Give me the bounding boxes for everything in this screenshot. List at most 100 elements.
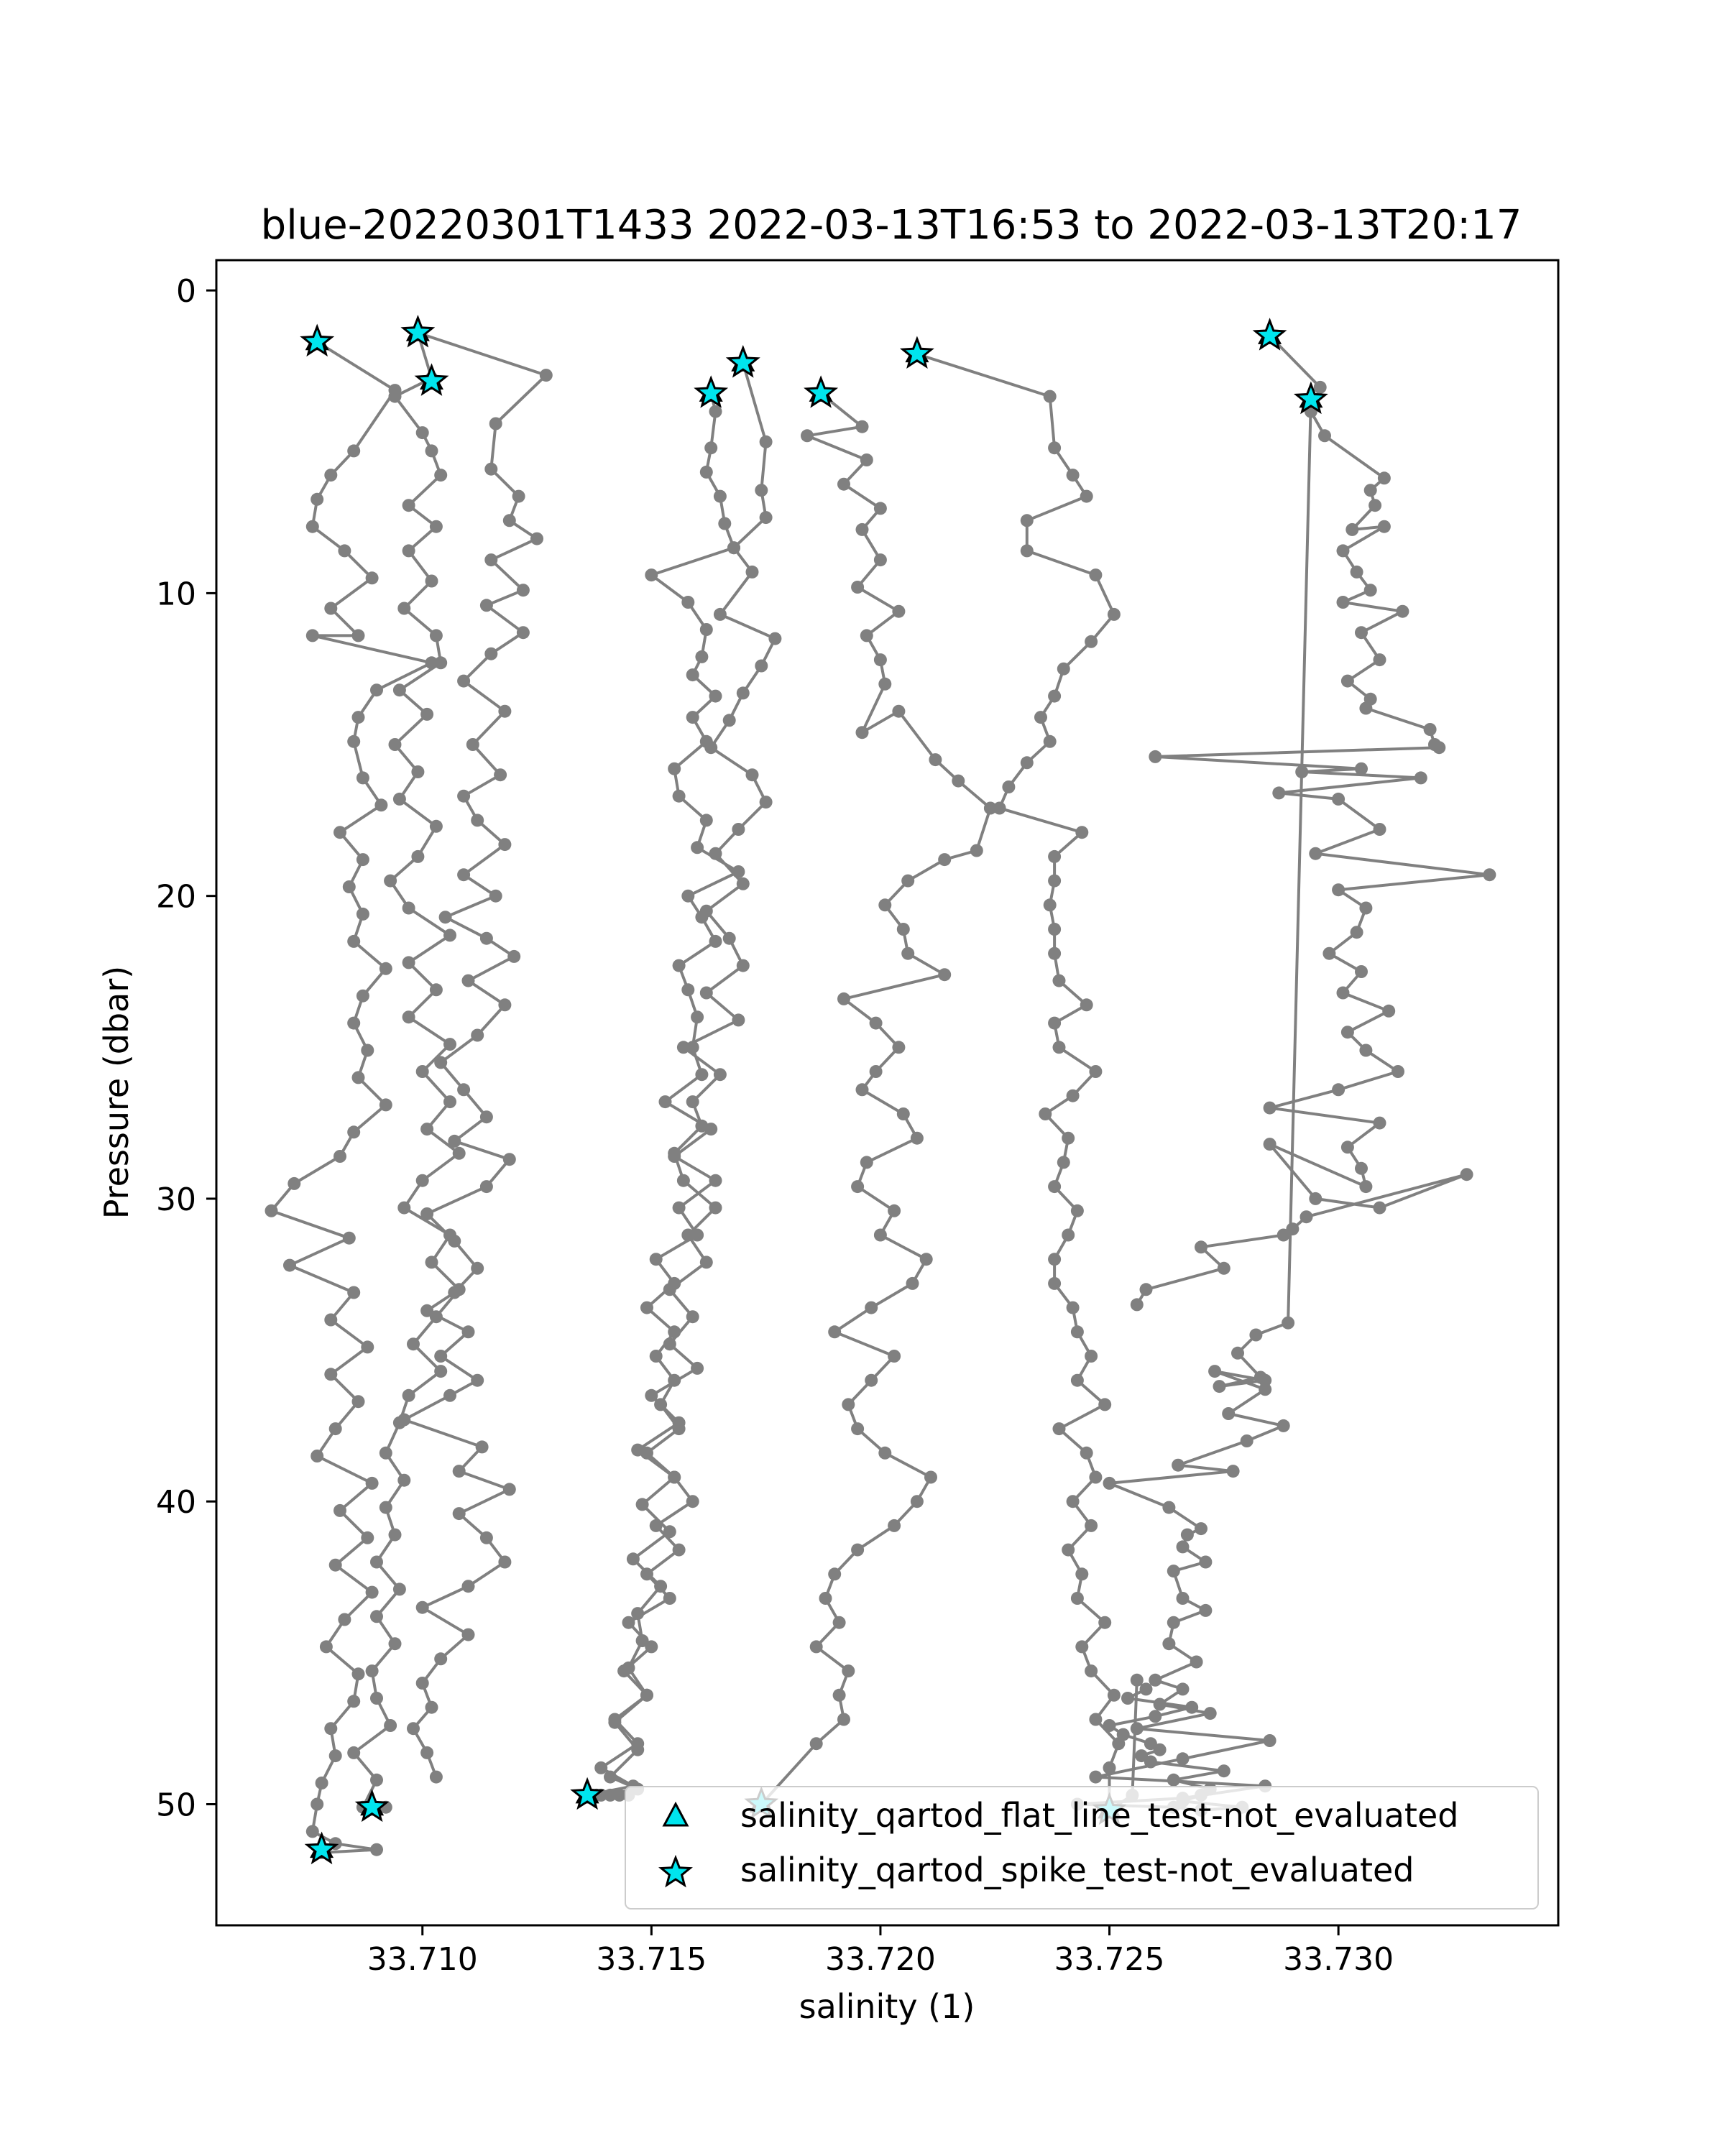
- data-point: [283, 1258, 296, 1272]
- x-axis-label: salinity (1): [799, 1987, 975, 2026]
- data-point: [759, 435, 773, 448]
- data-point: [448, 1286, 461, 1299]
- data-point: [1089, 1713, 1103, 1726]
- data-point: [370, 1773, 383, 1787]
- spike-marker: [1293, 381, 1328, 415]
- data-point: [1300, 1210, 1313, 1224]
- y-tick-label: 20: [156, 879, 196, 916]
- data-point: [1062, 1543, 1075, 1557]
- data-point: [1350, 926, 1363, 939]
- data-point: [342, 1231, 356, 1245]
- data-point: [635, 1498, 649, 1511]
- data-point: [938, 968, 952, 982]
- data-point: [365, 1585, 379, 1599]
- data-point: [612, 1788, 626, 1802]
- data-point: [910, 1131, 924, 1145]
- data-point: [906, 1276, 919, 1290]
- x-tick-label: 33.725: [1054, 1941, 1165, 1978]
- data-point: [686, 668, 699, 682]
- data-point: [457, 674, 471, 688]
- data-point: [640, 1688, 653, 1702]
- data-point: [1070, 1204, 1084, 1217]
- data-point: [1075, 1567, 1089, 1581]
- chart-title: blue-20220301T1433 2022-03-13T16:53 to 2…: [261, 202, 1522, 249]
- data-point: [1240, 1434, 1254, 1447]
- data-point: [938, 853, 952, 867]
- data-point: [324, 602, 338, 615]
- data-point: [1043, 390, 1057, 403]
- data-point: [649, 1350, 663, 1363]
- data-point: [370, 1843, 383, 1856]
- data-point: [1116, 1728, 1130, 1741]
- y-tick-label: 50: [156, 1787, 196, 1823]
- data-point: [1153, 1697, 1167, 1711]
- data-point: [1070, 1325, 1084, 1339]
- data-point: [315, 1777, 328, 1789]
- data-point: [334, 1150, 346, 1163]
- data-point: [434, 469, 448, 482]
- data-point: [351, 711, 365, 724]
- data-point: [1107, 1688, 1121, 1702]
- data-point: [448, 1234, 461, 1248]
- data-point: [1130, 1673, 1144, 1687]
- data-point: [1336, 596, 1350, 609]
- data-point: [1048, 874, 1062, 888]
- data-point: [755, 484, 768, 497]
- data-point: [498, 838, 512, 852]
- data-point: [1048, 1180, 1062, 1194]
- data-point: [672, 959, 686, 972]
- data-point: [356, 853, 369, 867]
- data-point: [888, 1204, 901, 1217]
- data-point: [851, 1422, 865, 1436]
- data-point: [411, 849, 425, 863]
- data-point: [713, 607, 727, 621]
- data-point: [407, 1722, 420, 1736]
- data-point: [392, 792, 406, 806]
- data-point: [1190, 1655, 1203, 1669]
- data-point: [1355, 965, 1368, 978]
- data-point: [1089, 1770, 1103, 1784]
- data-point: [347, 1286, 361, 1299]
- data-point: [351, 1667, 365, 1681]
- profile-line-0: [270, 341, 433, 1854]
- data-point: [420, 1746, 434, 1759]
- y-tick-label: 30: [156, 1181, 196, 1218]
- data-point: [452, 1507, 466, 1521]
- data-point: [828, 1567, 842, 1581]
- data-point: [1414, 771, 1427, 785]
- data-point: [878, 1446, 892, 1460]
- data-point: [1213, 1380, 1226, 1393]
- data-point: [1121, 1692, 1134, 1705]
- data-point: [466, 738, 479, 751]
- legend-label-flat-line: salinity_qartod_flat_line_test-not_evalu…: [740, 1796, 1458, 1835]
- data-point: [1336, 986, 1350, 1000]
- data-point: [1208, 1365, 1222, 1378]
- spike-marker: [304, 1831, 339, 1865]
- data-point: [1089, 1065, 1103, 1078]
- data-point: [361, 1340, 374, 1354]
- data-point: [370, 1555, 383, 1569]
- data-point: [310, 492, 324, 506]
- data-point: [379, 1501, 392, 1514]
- data-point: [361, 1531, 374, 1544]
- data-point: [686, 711, 699, 724]
- data-point: [1176, 1682, 1190, 1696]
- data-point: [1263, 1734, 1276, 1747]
- data-point: [365, 1476, 379, 1490]
- data-point: [516, 584, 530, 597]
- data-point: [1249, 1328, 1263, 1342]
- data-point: [388, 390, 402, 403]
- data-point: [347, 1695, 361, 1708]
- data-point: [1070, 1592, 1084, 1605]
- data-point: [502, 1483, 516, 1496]
- data-point: [1085, 1519, 1098, 1532]
- data-point: [415, 1174, 429, 1187]
- data-point: [1423, 723, 1437, 736]
- data-point: [1043, 734, 1057, 748]
- data-point: [699, 623, 713, 636]
- data-point: [924, 1470, 937, 1484]
- data-point: [713, 1068, 727, 1082]
- data-point: [471, 1028, 484, 1042]
- data-point: [457, 868, 471, 882]
- data-point: [1048, 441, 1062, 455]
